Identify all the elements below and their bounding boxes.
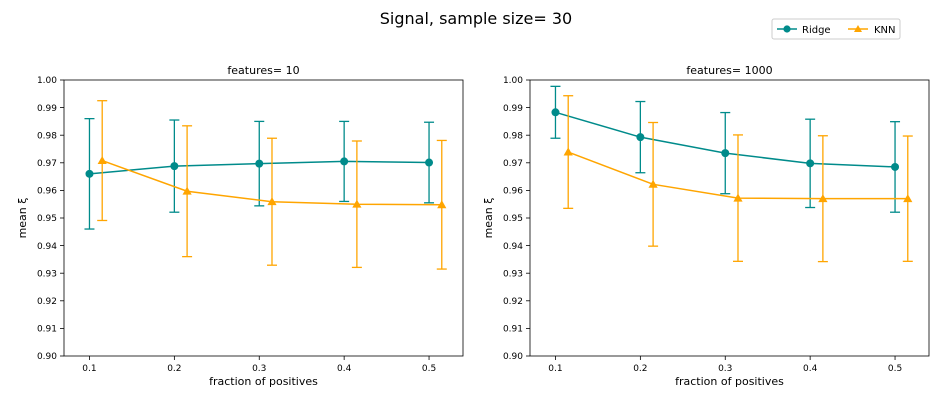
plot-frame <box>63 79 464 357</box>
x-tick-label: 0.3 <box>252 364 266 374</box>
y-tick-label: 0.99 <box>503 104 523 114</box>
data-point-ridge <box>551 108 560 117</box>
data-point-knn <box>97 155 107 165</box>
legend-ridge-label: Ridge <box>802 25 831 36</box>
subplot-title: features= 10 <box>227 64 299 77</box>
legend-knn-label: KNN <box>874 25 896 36</box>
y-tick-label: 0.93 <box>503 269 523 279</box>
subplot-features-10: features= 10 0.90 0.91 0.92 0.93 0.94 0.95 0.96… <box>16 64 464 388</box>
x-axis-label: fraction of positives <box>209 375 318 388</box>
y-tick-label: 0.95 <box>37 214 57 224</box>
y-tick-label: 1.00 <box>37 76 57 86</box>
y-tick-label: 0.90 <box>503 352 523 362</box>
data-point-knn <box>352 199 362 208</box>
y-tick-label: 0.98 <box>37 131 57 141</box>
data-point-ridge <box>891 162 900 171</box>
data-point-knn <box>903 194 913 203</box>
y-tick-label: 1.00 <box>503 76 523 86</box>
legend-frame <box>771 18 901 40</box>
subplot-features-1000: features= 1000 0.90 0.91 0.92 0.93 0.94 0.95 0.… <box>482 64 930 388</box>
y-tick-label: 0.97 <box>503 159 523 169</box>
legend: Ridge KNN <box>771 18 901 40</box>
y-tick-label: 0.96 <box>503 187 523 197</box>
plot-frame <box>529 79 930 357</box>
data-point-knn <box>648 179 658 188</box>
data-point-ridge <box>721 149 730 158</box>
y-tick-label: 0.92 <box>37 297 57 307</box>
x-tick-label: 0.2 <box>167 364 181 374</box>
data-point-ridge <box>170 162 179 171</box>
data-point-ridge <box>636 133 645 142</box>
data-point-knn <box>818 194 828 203</box>
figure-title: Signal, sample size= 30 <box>380 9 572 28</box>
y-tick-label: 0.95 <box>503 214 523 224</box>
y-tick-label: 0.91 <box>503 325 523 335</box>
y-tick-label: 0.92 <box>503 297 523 307</box>
x-tick-label: 0.4 <box>803 364 818 374</box>
y-axis-label: mean ξ <box>482 198 495 239</box>
data-point-knn <box>733 193 743 202</box>
x-tick-label: 0.4 <box>337 364 352 374</box>
data-point-knn <box>267 197 277 206</box>
data-point-ridge <box>85 169 94 178</box>
y-tick-label: 0.98 <box>503 131 523 141</box>
y-tick-label: 0.90 <box>37 352 57 362</box>
subplot-title: features= 1000 <box>686 64 772 77</box>
x-tick-label: 0.3 <box>718 364 732 374</box>
data-point-knn <box>182 186 192 195</box>
legend-knn-marker <box>854 25 862 32</box>
data-point-knn <box>437 200 447 209</box>
x-tick-label: 0.2 <box>633 364 647 374</box>
data-point-ridge <box>425 158 434 167</box>
y-tick-label: 0.91 <box>37 325 57 335</box>
data-point-ridge <box>806 159 815 168</box>
data-point-ridge <box>255 159 264 168</box>
data-point-knn <box>563 147 573 156</box>
y-tick-label: 0.97 <box>37 159 57 169</box>
legend-ridge-marker <box>783 25 791 33</box>
x-tick-label: 0.1 <box>548 364 562 374</box>
x-tick-label: 0.5 <box>888 364 902 374</box>
data-point-ridge <box>340 157 349 166</box>
x-tick-label: 0.5 <box>422 364 436 374</box>
x-tick-label: 0.1 <box>82 364 96 374</box>
y-tick-label: 0.93 <box>37 269 57 279</box>
y-axis-label: mean ξ <box>16 198 29 239</box>
y-tick-label: 0.94 <box>37 242 57 252</box>
y-tick-label: 0.99 <box>37 104 57 114</box>
y-tick-label: 0.94 <box>503 242 523 252</box>
y-tick-label: 0.96 <box>37 187 57 197</box>
x-axis-label: fraction of positives <box>675 375 784 388</box>
